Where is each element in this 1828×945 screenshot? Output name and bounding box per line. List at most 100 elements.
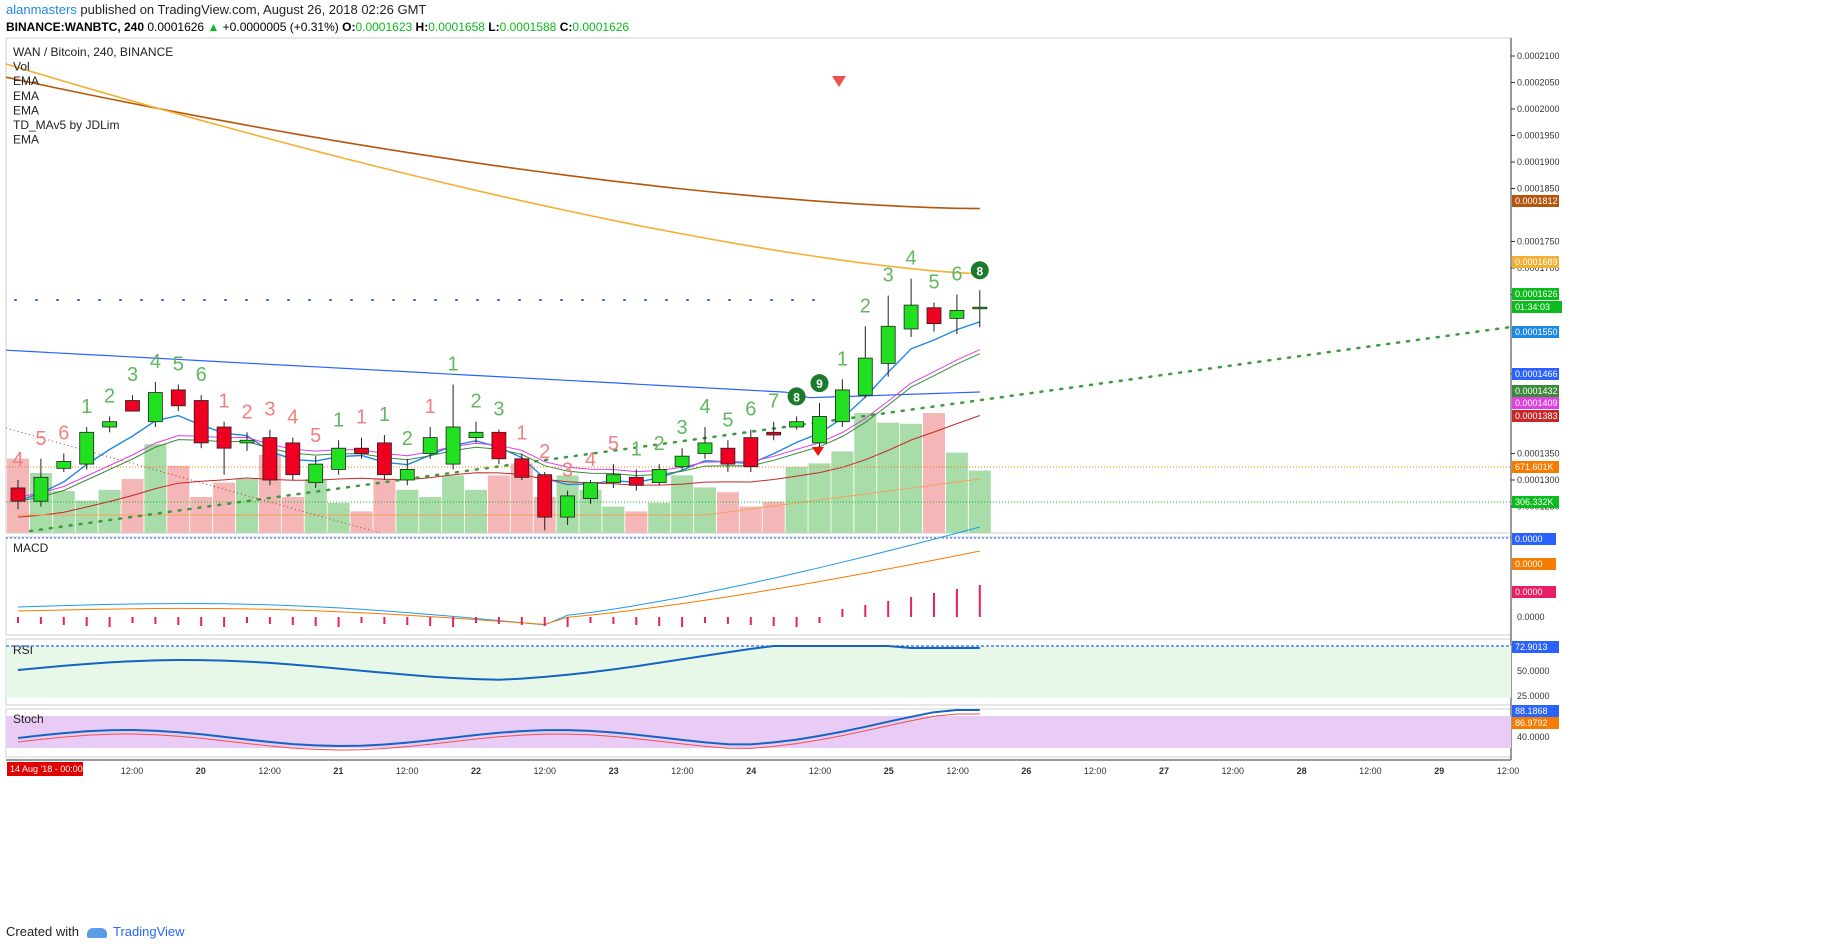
legend-item: EMA (13, 103, 39, 117)
y-tick-label: 0.0001750 (1517, 237, 1560, 247)
candle-body (583, 482, 598, 499)
candle-body (812, 415, 827, 444)
legend-item: EMA (13, 133, 39, 147)
low-value: 0.0001588 (499, 20, 557, 34)
volume-bar (350, 511, 373, 533)
price-tag (1512, 195, 1559, 207)
price-tag-label: 0.0001550 (1515, 327, 1558, 337)
candle-body (857, 357, 873, 396)
start-date-tag (7, 762, 83, 776)
macd-tag-label: 0.0000 (1515, 587, 1543, 597)
candle-body (79, 431, 95, 465)
candle-body (285, 442, 301, 476)
author-link[interactable]: alanmasters (6, 2, 77, 17)
volume-bar (945, 452, 968, 533)
volume-bar (98, 489, 121, 533)
legend-item: EMA (13, 89, 39, 103)
price-tag (1512, 288, 1559, 300)
td-count-label: 5 (173, 354, 184, 376)
volume-bar (808, 463, 831, 533)
macd-title: MACD (13, 541, 49, 555)
price-change: +0.0000005 (+0.31%) (222, 20, 339, 34)
volume-bar (213, 482, 236, 533)
rsi-line (17, 645, 980, 681)
time-tick-label: 12:00 (1084, 766, 1107, 776)
time-tick-label: 21 (333, 766, 343, 776)
td-count-label: 1 (448, 354, 459, 376)
price-tag-label: 0.0001409 (1515, 398, 1558, 408)
price-tag-label: 0.0001812 (1515, 196, 1558, 206)
candle-body (972, 306, 988, 310)
up-arrow-icon: ▲ (207, 20, 220, 34)
y-tick-label: 0.0002050 (1517, 78, 1560, 88)
candle-body (835, 389, 850, 423)
td-count-label: 6 (58, 423, 69, 445)
stoch-band (6, 716, 1511, 748)
candle-body (560, 495, 575, 518)
candle-body (606, 474, 621, 484)
candle-body (147, 392, 163, 423)
volume-bar (877, 422, 900, 533)
candle-body (170, 389, 186, 407)
time-tick-label: 22 (471, 766, 481, 776)
candle-body (102, 421, 117, 428)
stoch-tag-label: 88.1868 (1515, 706, 1548, 716)
time-tick-label: 12:00 (809, 766, 832, 776)
volume-bar (739, 506, 762, 533)
price-tag-label: 0.0001689 (1515, 257, 1558, 267)
price-pane-frame (5, 37, 1512, 534)
time-tick-label: 12:00 (946, 766, 969, 776)
volume-bar (465, 489, 487, 533)
stoch-d-line (17, 713, 980, 751)
high-value: 0.0001658 (428, 20, 485, 34)
price-tag (1512, 496, 1559, 508)
y-tick-label: 0.0001950 (1517, 131, 1560, 141)
rsi-tag-label: 72.9013 (1515, 642, 1548, 652)
td-count-label: 3 (493, 399, 504, 421)
volume-bar (671, 475, 694, 533)
low-label: L: (488, 20, 500, 34)
td-count-label: 2 (470, 391, 481, 413)
volume-bar (167, 465, 190, 533)
time-tick-label: 12:00 (258, 766, 281, 776)
price-tag (1512, 301, 1562, 313)
volume-bar (396, 489, 419, 533)
publish-info: published on TradingView.com, August 26,… (76, 2, 427, 17)
td-count-label: 6 (196, 364, 207, 386)
time-tick-label: 23 (609, 766, 619, 776)
ema-slow-line (17, 415, 980, 518)
macd-tag (1512, 558, 1556, 570)
volume-bar (625, 511, 648, 533)
candle-body (468, 431, 484, 438)
candle-body (10, 487, 26, 502)
time-tick-label: 29 (1434, 766, 1444, 776)
chart-canvas[interactable]: 0.0002100 0.0002050 0.0002000 0.0001950 0.00… (0, 0, 1828, 920)
stoch-title: Stoch (13, 712, 44, 726)
legend-item: TD_MAv5 by JDLim (13, 118, 119, 132)
close-label: C: (559, 20, 573, 34)
td-count-label: 2 (104, 385, 115, 407)
td-count-label: 4 (585, 449, 596, 471)
volume-bar (648, 503, 671, 533)
volume-bar (579, 489, 602, 533)
td-count-label: 9 (816, 377, 823, 391)
trend-resistance-line (5, 427, 381, 534)
ema-orange-line (5, 63, 980, 275)
td-count-label: 1 (516, 423, 527, 445)
td-setup-badge (810, 374, 829, 393)
volume-bar (785, 467, 808, 533)
time-tick-label: 20 (196, 766, 206, 776)
close-value: 0.0001626 (572, 20, 630, 34)
td-count-label: 2 (539, 441, 550, 463)
candle-body (628, 476, 644, 486)
candle-body (262, 437, 278, 481)
td-count-label: 5 (928, 271, 939, 293)
rsi-tag (1512, 641, 1559, 653)
td-count-label: 2 (241, 401, 252, 423)
time-tick-label: 26 (1021, 766, 1031, 776)
td-count-label: 5 (35, 428, 46, 450)
price-tag (1512, 385, 1559, 397)
volume-bar (442, 475, 465, 533)
tradingview-link[interactable]: TradingView (112, 924, 185, 939)
volume-bar (854, 413, 877, 533)
